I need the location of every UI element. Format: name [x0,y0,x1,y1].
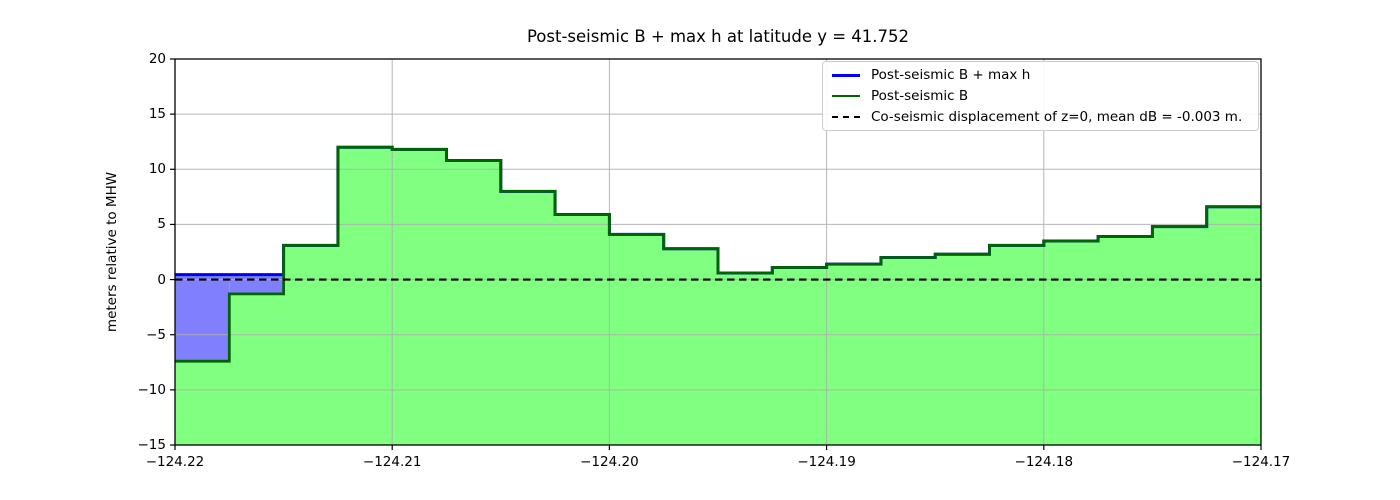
y-tick-label: −5 [146,326,166,343]
y-tick-label: 15 [148,106,166,123]
legend: Post-seismic B + max h Post-seismic B Co… [822,61,1259,131]
water-fill [175,274,230,362]
y-tick-label: 5 [157,216,166,233]
legend-label-b: Post-seismic B [871,88,969,104]
x-tick-label: −124.21 [362,454,422,470]
axes-spines [174,58,1262,446]
y-tick-label: 20 [148,51,166,67]
x-tick-label: −124.22 [145,454,205,470]
topography-fill [175,147,1261,445]
y-tick-label: −10 [137,381,167,398]
x-tick-label: −124.19 [797,454,856,470]
water-fill [229,274,284,294]
chart-title: Post-seismic B + max h at latitude y = 4… [526,27,910,46]
legend-entry-b-plus-maxh: Post-seismic B + max h [832,65,1249,86]
y-axis-label: meters relative to MHW [104,171,120,333]
legend-label-coseismic: Co-seismic displacement of z=0, mean dB … [871,108,1243,125]
legend-line-sample-dashed [832,115,860,118]
y-tick-label: 0 [157,271,166,288]
legend-line-sample-blue [832,73,860,77]
legend-line-sample-green [832,95,860,97]
x-tick-label: −124.18 [1014,454,1074,470]
legend-entry-b: Post-seismic B [832,86,1249,107]
legend-entry-coseismic: Co-seismic displacement of z=0, mean dB … [832,106,1249,127]
y-tick-label: 10 [148,161,166,178]
b-line [175,145,1261,363]
y-tick-label: −15 [137,437,167,453]
x-tick-label: −124.17 [1231,454,1291,470]
legend-label-b-plus-maxh: Post-seismic B + max h [871,67,1031,84]
x-tick-label: −124.20 [580,454,639,470]
